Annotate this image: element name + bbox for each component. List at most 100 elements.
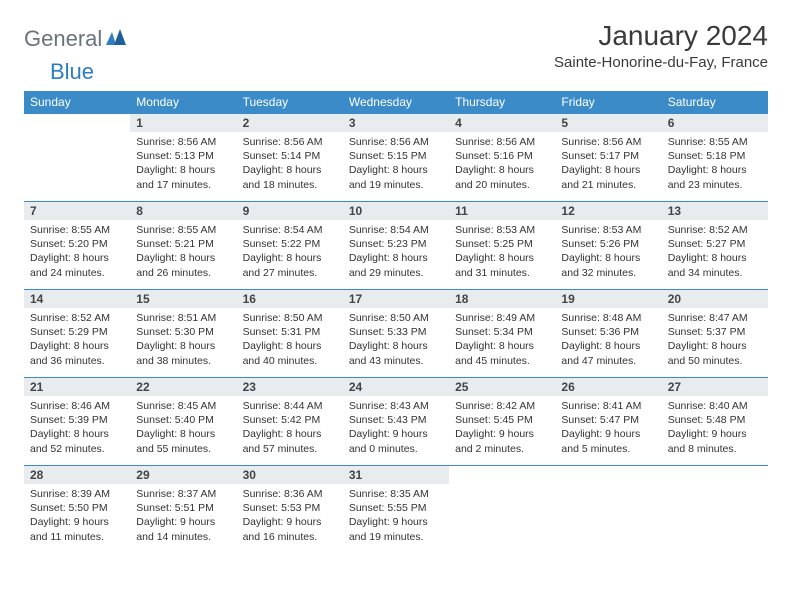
day-number: 10 bbox=[343, 202, 449, 220]
calendar-week: 14Sunrise: 8:52 AMSunset: 5:29 PMDayligh… bbox=[24, 290, 768, 378]
calendar-cell: 8Sunrise: 8:55 AMSunset: 5:21 PMDaylight… bbox=[130, 202, 236, 290]
day-content: Sunrise: 8:37 AMSunset: 5:51 PMDaylight:… bbox=[130, 484, 236, 548]
sunset-line: Sunset: 5:39 PM bbox=[30, 413, 124, 427]
sunset-line: Sunset: 5:53 PM bbox=[243, 501, 337, 515]
daylight-line: Daylight: 9 hours and 2 minutes. bbox=[455, 427, 549, 455]
daylight-line: Daylight: 8 hours and 40 minutes. bbox=[243, 339, 337, 367]
day-number: 6 bbox=[662, 114, 768, 132]
sunrise-line: Sunrise: 8:50 AM bbox=[349, 311, 443, 325]
sunrise-line: Sunrise: 8:47 AM bbox=[668, 311, 762, 325]
daylight-line: Daylight: 8 hours and 45 minutes. bbox=[455, 339, 549, 367]
calendar-cell: 31Sunrise: 8:35 AMSunset: 5:55 PMDayligh… bbox=[343, 466, 449, 554]
logo-text-general: General bbox=[24, 26, 102, 52]
day-content: Sunrise: 8:43 AMSunset: 5:43 PMDaylight:… bbox=[343, 396, 449, 460]
location-text: Sainte-Honorine-du-Fay, France bbox=[554, 54, 768, 71]
day-content: Sunrise: 8:55 AMSunset: 5:18 PMDaylight:… bbox=[662, 132, 768, 196]
day-number: 2 bbox=[237, 114, 343, 132]
calendar-cell: 18Sunrise: 8:49 AMSunset: 5:34 PMDayligh… bbox=[449, 290, 555, 378]
calendar-cell: 2Sunrise: 8:56 AMSunset: 5:14 PMDaylight… bbox=[237, 114, 343, 202]
daylight-line: Daylight: 8 hours and 43 minutes. bbox=[349, 339, 443, 367]
day-number: 11 bbox=[449, 202, 555, 220]
calendar-cell: 4Sunrise: 8:56 AMSunset: 5:16 PMDaylight… bbox=[449, 114, 555, 202]
day-content: Sunrise: 8:53 AMSunset: 5:26 PMDaylight:… bbox=[555, 220, 661, 284]
sunset-line: Sunset: 5:37 PM bbox=[668, 325, 762, 339]
day-number: 1 bbox=[130, 114, 236, 132]
daylight-line: Daylight: 8 hours and 20 minutes. bbox=[455, 163, 549, 191]
daylight-line: Daylight: 8 hours and 34 minutes. bbox=[668, 251, 762, 279]
calendar-cell: 26 Sunrise: 8:41 AMSunset: 5:47 PMDayligh… bbox=[555, 378, 661, 466]
sunrise-line: Sunrise: 8:39 AM bbox=[30, 487, 124, 501]
sunset-line: Sunset: 5:36 PM bbox=[561, 325, 655, 339]
col-sunday: Sunday bbox=[24, 91, 130, 114]
day-content: Sunrise: 8:51 AMSunset: 5:30 PMDaylight:… bbox=[130, 308, 236, 372]
calendar-week: 28Sunrise: 8:39 AMSunset: 5:50 PMDayligh… bbox=[24, 466, 768, 554]
day-content: Sunrise: 8:52 AMSunset: 5:27 PMDaylight:… bbox=[662, 220, 768, 284]
daylight-line: Daylight: 8 hours and 57 minutes. bbox=[243, 427, 337, 455]
page-title: January 2024 bbox=[554, 20, 768, 52]
sunset-line: Sunset: 5:30 PM bbox=[136, 325, 230, 339]
calendar-week: 7Sunrise: 8:55 AMSunset: 5:20 PMDaylight… bbox=[24, 202, 768, 290]
sunrise-line: Sunrise: 8:56 AM bbox=[243, 135, 337, 149]
day-number: 26 bbox=[555, 378, 661, 396]
day-content: Sunrise: 8:47 AMSunset: 5:37 PMDaylight:… bbox=[662, 308, 768, 372]
sunset-line: Sunset: 5:20 PM bbox=[30, 237, 124, 251]
daylight-line: Daylight: 8 hours and 27 minutes. bbox=[243, 251, 337, 279]
daylight-line: Daylight: 8 hours and 26 minutes. bbox=[136, 251, 230, 279]
sunset-line: Sunset: 5:40 PM bbox=[136, 413, 230, 427]
sunset-line: Sunset: 5:17 PM bbox=[561, 149, 655, 163]
daylight-line: Daylight: 8 hours and 21 minutes. bbox=[561, 163, 655, 191]
daylight-line: Daylight: 9 hours and 8 minutes. bbox=[668, 427, 762, 455]
calendar-cell: 23Sunrise: 8:44 AMSunset: 5:42 PMDayligh… bbox=[237, 378, 343, 466]
calendar-cell: .. bbox=[449, 466, 555, 554]
day-number: 27 bbox=[662, 378, 768, 396]
logo-icon bbox=[106, 29, 126, 50]
sunset-line: Sunset: 5:26 PM bbox=[561, 237, 655, 251]
day-number: 22 bbox=[130, 378, 236, 396]
col-tuesday: Tuesday bbox=[237, 91, 343, 114]
sunset-line: Sunset: 5:15 PM bbox=[349, 149, 443, 163]
sunrise-line: Sunrise: 8:46 AM bbox=[30, 399, 124, 413]
day-number: 8 bbox=[130, 202, 236, 220]
day-number: 4 bbox=[449, 114, 555, 132]
calendar-cell: 5Sunrise: 8:56 AMSunset: 5:17 PMDaylight… bbox=[555, 114, 661, 202]
daylight-line: Daylight: 8 hours and 23 minutes. bbox=[668, 163, 762, 191]
calendar-body: .. 1Sunrise: 8:56 AMSunset: 5:13 PMDaylig… bbox=[24, 114, 768, 554]
calendar-cell: 6Sunrise: 8:55 AMSunset: 5:18 PMDaylight… bbox=[662, 114, 768, 202]
col-wednesday: Wednesday bbox=[343, 91, 449, 114]
calendar-cell: 17Sunrise: 8:50 AMSunset: 5:33 PMDayligh… bbox=[343, 290, 449, 378]
sunset-line: Sunset: 5:55 PM bbox=[349, 501, 443, 515]
col-thursday: Thursday bbox=[449, 91, 555, 114]
day-number: 14 bbox=[24, 290, 130, 308]
day-content: Sunrise: 8:35 AMSunset: 5:55 PMDaylight:… bbox=[343, 484, 449, 548]
sunrise-line: Sunrise: 8:48 AM bbox=[561, 311, 655, 325]
sunrise-line: Sunrise: 8:42 AM bbox=[455, 399, 549, 413]
calendar-cell: .. bbox=[555, 466, 661, 554]
calendar-cell: 20Sunrise: 8:47 AMSunset: 5:37 PMDayligh… bbox=[662, 290, 768, 378]
daylight-line: Daylight: 8 hours and 50 minutes. bbox=[668, 339, 762, 367]
daylight-line: Daylight: 8 hours and 29 minutes. bbox=[349, 251, 443, 279]
calendar-cell: .. bbox=[662, 466, 768, 554]
calendar-week: 21Sunrise: 8:46 AMSunset: 5:39 PMDayligh… bbox=[24, 378, 768, 466]
day-content: Sunrise: 8:54 AMSunset: 5:23 PMDaylight:… bbox=[343, 220, 449, 284]
daylight-line: Daylight: 9 hours and 19 minutes. bbox=[349, 515, 443, 543]
calendar-cell: 12Sunrise: 8:53 AMSunset: 5:26 PMDayligh… bbox=[555, 202, 661, 290]
daylight-line: Daylight: 8 hours and 18 minutes. bbox=[243, 163, 337, 191]
daylight-line: Daylight: 8 hours and 55 minutes. bbox=[136, 427, 230, 455]
sunrise-line: Sunrise: 8:41 AM bbox=[561, 399, 655, 413]
calendar-table: Sunday Monday Tuesday Wednesday Thursday… bbox=[24, 91, 768, 554]
daylight-line: Daylight: 9 hours and 5 minutes. bbox=[561, 427, 655, 455]
sunset-line: Sunset: 5:47 PM bbox=[561, 413, 655, 427]
calendar-cell: 29Sunrise: 8:37 AMSunset: 5:51 PMDayligh… bbox=[130, 466, 236, 554]
calendar-cell: 30Sunrise: 8:36 AMSunset: 5:53 PMDayligh… bbox=[237, 466, 343, 554]
logo-text-blue: Blue bbox=[50, 59, 94, 85]
day-content: Sunrise: 8:52 AMSunset: 5:29 PMDaylight:… bbox=[24, 308, 130, 372]
day-content: Sunrise: 8:53 AMSunset: 5:25 PMDaylight:… bbox=[449, 220, 555, 284]
calendar-cell: 16Sunrise: 8:50 AMSunset: 5:31 PMDayligh… bbox=[237, 290, 343, 378]
day-content: Sunrise: 8:56 AMSunset: 5:13 PMDaylight:… bbox=[130, 132, 236, 196]
title-block: January 2024 Sainte-Honorine-du-Fay, Fra… bbox=[554, 20, 768, 71]
calendar-cell: 15Sunrise: 8:51 AMSunset: 5:30 PMDayligh… bbox=[130, 290, 236, 378]
sunrise-line: Sunrise: 8:40 AM bbox=[668, 399, 762, 413]
sunrise-line: Sunrise: 8:44 AM bbox=[243, 399, 337, 413]
daylight-line: Daylight: 8 hours and 19 minutes. bbox=[349, 163, 443, 191]
day-content: Sunrise: 8:49 AMSunset: 5:34 PMDaylight:… bbox=[449, 308, 555, 372]
